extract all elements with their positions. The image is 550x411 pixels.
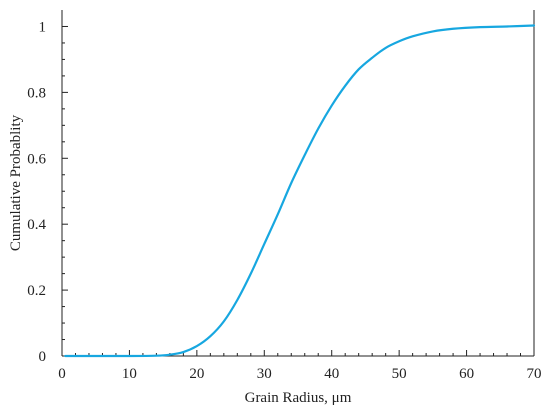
- series-layer: [64, 24, 536, 358]
- x-tick-label: 70: [527, 366, 542, 382]
- y-axis-ticks: 0 0.2 0.4 0.6 0.8 1: [27, 19, 68, 365]
- x-tick-label: 40: [324, 366, 339, 382]
- x-axis-ticks: 0 10 20 30 40 50 60 70: [58, 350, 542, 382]
- y-tick-label: 0: [39, 349, 47, 365]
- plot-frame: [61, 10, 535, 357]
- y-tick-label: 0.4: [27, 217, 46, 233]
- x-tick-label: 20: [189, 366, 204, 382]
- y-tick-label: 0.2: [27, 283, 46, 299]
- y-tick-label: 0.6: [27, 151, 46, 167]
- x-tick-label: 30: [257, 366, 272, 382]
- x-tick-label: 60: [459, 366, 474, 382]
- x-axis-title: Grain Radius, μm: [245, 390, 352, 406]
- x-tick-label: 10: [122, 366, 137, 382]
- y-tick-label: 1: [39, 19, 47, 35]
- x-tick-label: 0: [58, 366, 66, 382]
- cdf-series-line: [64, 24, 536, 358]
- x-tick-label: 50: [392, 366, 407, 382]
- y-tick-label: 0.8: [27, 85, 46, 101]
- y-axis-title: Cumulative Probablity: [8, 114, 24, 251]
